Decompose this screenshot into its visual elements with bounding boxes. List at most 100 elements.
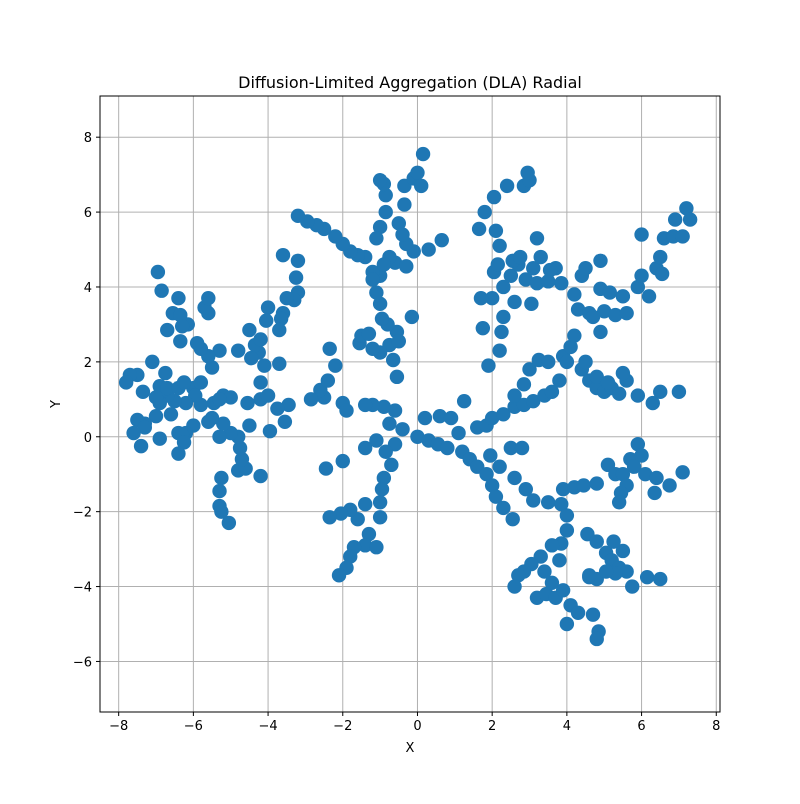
data-point (257, 358, 272, 373)
data-point (415, 146, 431, 162)
data-point (118, 375, 134, 390)
data-point (369, 231, 384, 246)
data-point (391, 216, 406, 231)
data-point (675, 229, 690, 244)
x-axis-ticks: −8 −6 −4 −2 0 2 4 6 8 (109, 712, 720, 734)
y-tick-label: 0 (84, 431, 92, 446)
data-point (520, 165, 535, 180)
data-point (260, 388, 276, 403)
data-point (357, 538, 373, 553)
data-point (540, 495, 556, 510)
data-point (150, 264, 166, 280)
data-point (526, 393, 541, 409)
data-point (376, 257, 392, 272)
data-point (496, 500, 511, 516)
data-point (679, 201, 694, 216)
data-point (593, 324, 608, 340)
data-point (361, 326, 377, 341)
x-tick-label: 2 (488, 719, 496, 734)
data-point (378, 444, 393, 459)
data-point (173, 334, 188, 349)
data-point (148, 390, 164, 405)
data-point (634, 227, 649, 242)
data-point (486, 189, 502, 205)
data-point (615, 289, 631, 304)
data-point (512, 249, 528, 265)
data-point (372, 510, 388, 525)
data-point (357, 496, 373, 512)
data-point (160, 380, 175, 396)
data-point (578, 261, 593, 276)
data-point (369, 540, 384, 555)
data-point (492, 343, 507, 358)
data-point (322, 510, 337, 525)
data-point (262, 423, 278, 439)
data-point (216, 416, 231, 431)
data-point (212, 343, 227, 358)
y-tick-label: 4 (84, 281, 92, 296)
data-point (554, 276, 569, 291)
data-point (376, 399, 392, 415)
data-point (481, 358, 496, 373)
data-point (232, 440, 248, 456)
data-point (281, 397, 296, 413)
data-point (641, 289, 657, 304)
data-point (647, 485, 662, 501)
data-point (365, 272, 380, 287)
data-point (133, 438, 149, 454)
data-point (554, 496, 569, 512)
data-point (328, 229, 343, 244)
data-point (589, 534, 604, 549)
x-tick-label: 4 (563, 719, 571, 734)
data-point (511, 568, 526, 583)
data-point (145, 354, 160, 370)
data-point (578, 354, 593, 370)
data-point (555, 583, 571, 598)
data-point (615, 365, 631, 381)
data-point (514, 440, 530, 456)
data-point (615, 467, 631, 482)
x-tick-label: 6 (637, 719, 645, 734)
data-point (204, 360, 220, 375)
data-point (234, 452, 250, 467)
data-point (570, 302, 586, 317)
data-point (395, 422, 410, 437)
data-point (414, 178, 429, 194)
data-point (397, 197, 412, 212)
data-point (507, 294, 522, 310)
data-point (494, 324, 509, 340)
y-tick-label: −6 (73, 655, 92, 670)
data-point (174, 319, 190, 334)
data-point (552, 553, 567, 568)
data-point (576, 478, 591, 493)
data-point (499, 178, 515, 194)
data-point (630, 388, 646, 403)
data-point (176, 375, 192, 390)
data-point (214, 504, 229, 519)
data-point (540, 354, 556, 370)
data-point (382, 416, 397, 431)
data-point (385, 352, 401, 368)
data-point (524, 296, 539, 312)
y-axis-label: Y (49, 400, 64, 409)
data-point (559, 616, 575, 632)
data-point (634, 268, 649, 283)
data-point (384, 457, 399, 473)
data-point (662, 478, 677, 493)
x-tick-label: −2 (333, 719, 352, 734)
data-point (563, 339, 578, 355)
data-point (369, 433, 384, 448)
data-point (242, 322, 257, 338)
data-point (488, 489, 504, 504)
data-point (421, 242, 436, 257)
data-point (376, 470, 392, 486)
data-point (135, 384, 151, 400)
data-point (395, 227, 410, 242)
y-tick-label: −2 (73, 506, 92, 521)
data-point (507, 579, 522, 594)
data-point (625, 579, 640, 594)
data-point (505, 511, 520, 527)
data-point (503, 268, 519, 283)
data-point (242, 418, 257, 433)
